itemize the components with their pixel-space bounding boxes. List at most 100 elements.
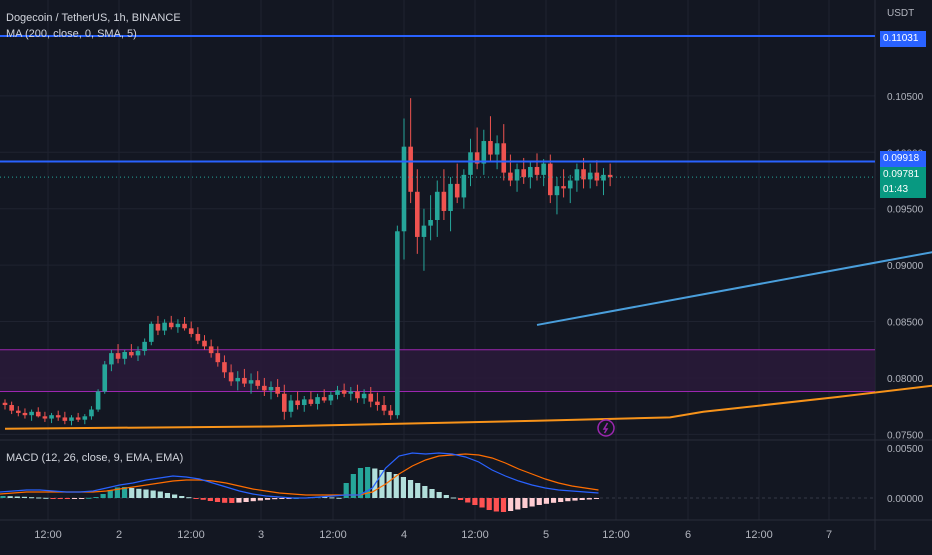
candle-body — [268, 386, 274, 391]
macd-histogram-bar — [450, 497, 457, 499]
macd-histogram-bar — [71, 498, 78, 499]
candle-body — [208, 346, 214, 354]
time-tick-label: 12:00 — [177, 529, 205, 541]
candle-body — [415, 191, 420, 237]
macd-histogram-bar — [379, 470, 385, 498]
macd-histogram-bar — [86, 497, 92, 499]
macd-histogram-bar — [79, 498, 85, 499]
candle-body — [607, 174, 613, 178]
candle-body — [215, 353, 221, 363]
candle-body — [262, 385, 267, 391]
candle-body — [361, 393, 367, 399]
candle-body — [441, 191, 447, 211]
macd-histogram-bar — [550, 498, 557, 503]
candle-body — [69, 417, 74, 421]
macd-histogram-bar — [465, 498, 471, 503]
lightning-glyph — [602, 422, 609, 434]
macd-histogram-bar — [429, 489, 435, 498]
price-tick-label: 0.08500 — [887, 318, 924, 329]
candle-body — [16, 410, 21, 413]
macd-histogram-bar — [479, 498, 485, 508]
candle-body — [321, 397, 327, 401]
candle-body — [62, 417, 68, 421]
currency-label[interactable]: USDT — [887, 8, 915, 19]
support-zone-fill — [0, 349, 875, 392]
macd-histogram-bar — [286, 498, 292, 499]
macd-histogram-bar — [329, 497, 335, 499]
macd-histogram-bar — [7, 496, 13, 498]
macd-histogram-bar — [64, 498, 70, 499]
macd-histogram-bar — [493, 498, 499, 512]
ma-legend[interactable]: MA (200, close, 0, SMA, 5) — [6, 28, 137, 40]
candle-body — [501, 143, 507, 173]
macd-histogram-bar — [143, 489, 149, 498]
macd-histogram-bar — [257, 498, 263, 501]
macd-histogram-bar — [150, 490, 156, 498]
candle-body — [2, 402, 8, 406]
macd-histogram-bar — [222, 498, 228, 503]
candle-body — [348, 391, 354, 394]
macd-histogram-bar — [536, 498, 542, 505]
lightning-icon — [597, 419, 615, 437]
candle-body — [282, 393, 287, 412]
candle-body — [474, 152, 480, 164]
time-tick-label: 6 — [685, 529, 691, 541]
candle-body — [468, 152, 473, 175]
candle-body — [35, 411, 41, 417]
macd-tick-label: 0.00000 — [887, 494, 924, 505]
support-zone — [0, 349, 875, 392]
macd-histogram-bar — [214, 498, 221, 502]
horizontal-levels[interactable] — [0, 34, 875, 178]
macd-histogram-bar — [458, 498, 464, 500]
candle-body — [75, 417, 81, 420]
candle-body — [434, 191, 440, 220]
candle-body — [335, 390, 340, 395]
macd-histogram-bar — [529, 498, 535, 507]
macd-histogram-bar — [279, 498, 285, 499]
resistance-level-badge: 0.09918 — [880, 151, 926, 167]
macd-histogram-bar — [200, 498, 206, 500]
candle-body — [82, 416, 88, 420]
macd-histogram-bar — [522, 498, 528, 508]
macd-histogram-bar — [372, 468, 378, 498]
macd-histogram-bar — [107, 490, 113, 498]
price-tick-label: 0.07500 — [887, 430, 924, 441]
macd-histogram-bar — [121, 487, 128, 498]
candle-body — [554, 186, 560, 196]
candle-body — [202, 340, 207, 347]
macd-histogram-bar — [586, 498, 592, 500]
macd-histogram-bar — [415, 483, 421, 498]
macd-histogram-bar — [0, 496, 6, 498]
ui-icons[interactable] — [597, 419, 615, 437]
time-tick-label: 3 — [258, 529, 264, 541]
macd-tick-label: 0.00500 — [887, 444, 924, 455]
candle-body — [222, 362, 227, 373]
macd-histogram-bar — [343, 483, 349, 498]
symbol-legend[interactable]: Dogecoin / TetherUS, 1h, BINANCE — [6, 12, 181, 24]
ma-line — [4, 384, 932, 430]
candle-body — [235, 377, 241, 382]
macd-line — [0, 452, 599, 499]
macd-histogram-bar — [179, 496, 185, 498]
macd-histogram-bar — [136, 488, 142, 498]
macd-histogram-bar — [350, 474, 356, 498]
candle-body — [408, 146, 413, 192]
macd-histogram-bar — [336, 497, 342, 499]
candle-body — [49, 415, 54, 419]
candle-body — [395, 231, 400, 416]
candle-body — [328, 394, 334, 401]
macd-histogram-bar — [357, 468, 364, 498]
candle-body — [341, 390, 347, 394]
drawing-tools[interactable] — [536, 38, 932, 326]
macd-histogram-bar — [43, 497, 49, 499]
candle-body — [388, 410, 393, 416]
candle-body — [401, 146, 407, 232]
macd-legend[interactable]: MACD (12, 26, close, 9, EMA, EMA) — [6, 452, 184, 464]
candle-body — [315, 397, 320, 404]
candle-body — [109, 353, 114, 365]
macd-histogram-bar — [365, 467, 371, 498]
candle-body — [308, 399, 314, 404]
macd-histogram-bar — [572, 498, 578, 501]
